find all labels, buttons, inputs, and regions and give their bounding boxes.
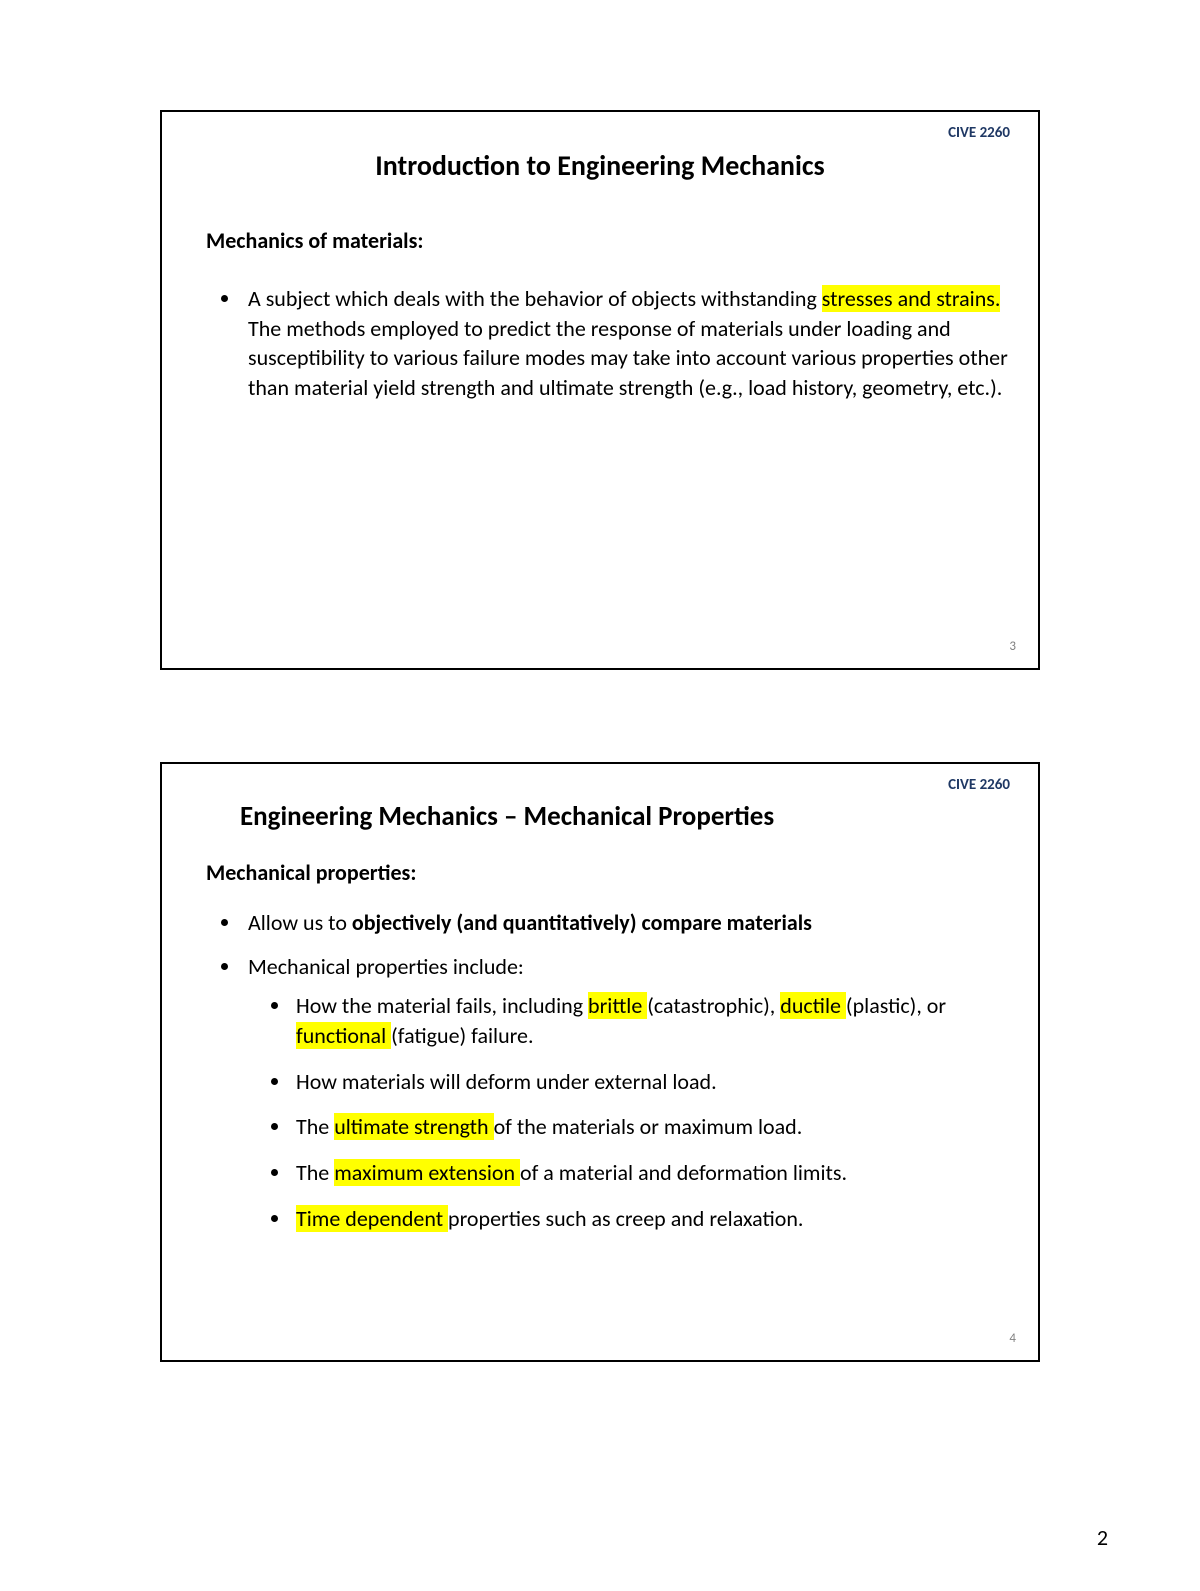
course-code: CIVE 2260 <box>190 124 1010 142</box>
text-pre: A subject which deals with the behavior … <box>248 285 822 312</box>
highlight-ductile: ductile <box>780 992 846 1019</box>
sub-bullet-3: The ultimate strength of the materials o… <box>292 1112 1010 1142</box>
text: (fatigue) failure. <box>391 1022 533 1049</box>
slide-1: CIVE 2260 Introduction to Engineering Me… <box>160 110 1040 670</box>
highlight-functional: functional <box>296 1022 391 1049</box>
highlight-ultimate-strength: ultimate strength <box>334 1113 493 1140</box>
text: (catastrophic), <box>647 992 780 1019</box>
slide-2-number: 4 <box>1009 1331 1016 1346</box>
sub-bullet-2: How materials will deform under external… <box>292 1067 1010 1097</box>
text: of a material and deformation limits. <box>520 1159 847 1186</box>
slide-1-subheading: Mechanics of materials: <box>206 227 1010 254</box>
slide-2-subheading: Mechanical properties: <box>206 859 1010 886</box>
text: How materials will deform under external… <box>296 1068 717 1095</box>
text: (plastic), or <box>846 992 946 1019</box>
text: Mechanical properties include: <box>248 953 524 980</box>
text: The <box>296 1159 334 1186</box>
sub-bullet-5: Time dependent properties such as creep … <box>292 1204 1010 1234</box>
page-container: CIVE 2260 Introduction to Engineering Me… <box>0 0 1200 1514</box>
page-number: 2 <box>1097 1524 1108 1551</box>
bold-compare-materials: objectively (and quantitatively) compare… <box>352 909 812 936</box>
slide-2-bullet-2: Mechanical properties include: How the m… <box>242 952 1010 1234</box>
text: The <box>296 1113 334 1140</box>
text: How the material fails, including <box>296 992 588 1019</box>
text: of the materials or maximum load. <box>494 1113 803 1140</box>
slide-1-number: 3 <box>1009 639 1016 654</box>
slide-2: CIVE 2260 Engineering Mechanics – Mechan… <box>160 762 1040 1362</box>
highlight-maximum-extension: maximum extension <box>334 1159 520 1186</box>
slide-2-bullets: Allow us to objectively (and quantitativ… <box>190 908 1010 1234</box>
slide-2-title: Engineering Mechanics – Mechanical Prope… <box>230 800 1010 833</box>
slide-2-bullet-1: Allow us to objectively (and quantitativ… <box>242 908 1010 938</box>
text-pre: Allow us to <box>248 909 352 936</box>
text: properties such as creep and relaxation. <box>448 1205 803 1232</box>
text-post: The methods employed to predict the resp… <box>248 315 1008 401</box>
slide-1-bullet-1: A subject which deals with the behavior … <box>242 284 1010 403</box>
highlight-brittle: brittle <box>588 992 647 1019</box>
slide-2-sub-bullets: How the material fails, including brittl… <box>248 991 1010 1233</box>
highlight-stresses-strains: stresses and strains. <box>822 285 1001 312</box>
slide-1-bullets: A subject which deals with the behavior … <box>190 284 1010 403</box>
slide-1-title: Introduction to Engineering Mechanics <box>190 148 1010 183</box>
sub-bullet-4: The maximum extension of a material and … <box>292 1158 1010 1188</box>
course-code: CIVE 2260 <box>190 776 1010 794</box>
sub-bullet-1: How the material fails, including brittl… <box>292 991 1010 1050</box>
highlight-time-dependent: Time dependent <box>296 1205 448 1232</box>
